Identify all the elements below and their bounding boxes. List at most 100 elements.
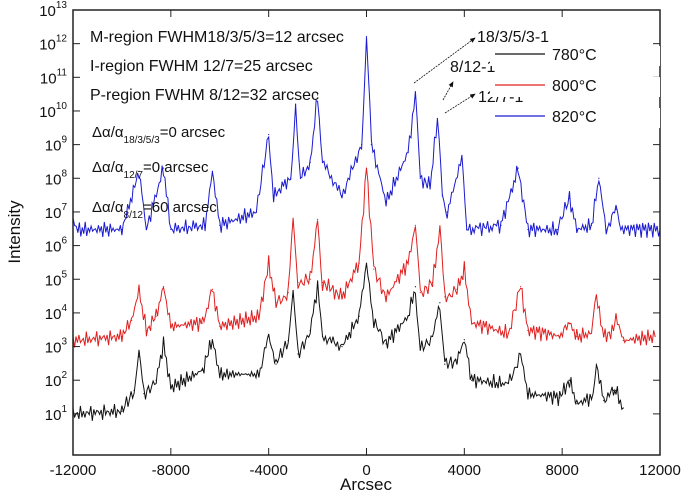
p-region-text: P-region FWHM 8/12=32 arcsec (90, 87, 319, 104)
data-point (341, 296, 343, 298)
data-point (170, 325, 172, 327)
y-tick-label: 105 (45, 269, 68, 289)
data-point (290, 177, 292, 179)
peak-label-18-3-5-3: 18/3/5/3-1 (477, 29, 549, 46)
data-point (568, 197, 571, 200)
data-point (358, 315, 360, 317)
x-tick-label: 4000 (448, 462, 481, 479)
data-point (299, 177, 302, 179)
series-line-820 (72, 36, 661, 238)
x-tick-label: 12000 (639, 462, 681, 479)
data-point (162, 343, 165, 345)
y-tick-label: 109 (45, 135, 68, 155)
data-point (365, 36, 368, 38)
data-point (321, 335, 324, 338)
data-point (444, 363, 446, 365)
data-point (620, 228, 622, 231)
data-point (272, 195, 275, 197)
data-point (519, 353, 522, 355)
delta-1: Δα/α18/3/5/3=0 arcsec (92, 124, 226, 146)
data-point (138, 288, 140, 290)
y-tick-label: 108 (45, 168, 68, 188)
y-tick-label: 101 (45, 404, 68, 424)
data-point (385, 296, 387, 298)
data-point (162, 167, 165, 169)
data-point (605, 228, 607, 231)
data-point (202, 322, 204, 324)
legend-label: 780°C (552, 47, 597, 64)
data-point (590, 332, 593, 334)
data-point (559, 397, 561, 399)
data-point (463, 268, 465, 270)
data-point (316, 286, 319, 288)
data-point (456, 288, 458, 290)
data-point (219, 373, 221, 375)
data-point (466, 228, 468, 231)
data-point (568, 322, 571, 324)
data-point (143, 393, 145, 395)
data-point (121, 335, 123, 338)
data-point (202, 369, 204, 371)
data-point (444, 296, 446, 298)
y-tick-label: 104 (45, 303, 68, 323)
delta-3: Δα/α8/12=60 arcsec (92, 199, 217, 221)
data-point (654, 335, 656, 338)
x-tick-label: 8000 (545, 462, 578, 479)
arrow-18-3-5-3 (413, 37, 476, 84)
data-point (622, 407, 624, 409)
data-point (219, 325, 221, 327)
data-point (373, 268, 375, 270)
data-point (414, 96, 417, 99)
y-tick-label: 1011 (40, 67, 68, 87)
data-point (145, 228, 147, 231)
data-point (219, 224, 221, 226)
data-point (598, 177, 600, 179)
data-point (255, 211, 258, 213)
data-point (258, 373, 260, 375)
data-point (133, 389, 135, 391)
data-point (373, 322, 375, 324)
data-point (527, 393, 529, 395)
svg-text:Δα/α8/12=60 arcsec: Δα/α8/12=60 arcsec (92, 199, 217, 221)
data-point (439, 228, 441, 231)
data-point (170, 387, 172, 389)
data-point (297, 353, 299, 355)
data-point (590, 224, 593, 226)
data-point (268, 262, 270, 264)
y-tick-label: 103 (45, 337, 68, 357)
data-point (431, 281, 434, 284)
data-point (507, 332, 509, 334)
data-point (429, 185, 431, 187)
data-point (297, 281, 299, 284)
x-tick-label: -8000 (152, 462, 190, 479)
data-point (527, 228, 529, 231)
data-point (316, 218, 319, 221)
y-tick-label: 107 (45, 202, 68, 222)
svg-text:Δα/α18/3/5/3=0 arcsec: Δα/α18/3/5/3=0 arcsec (92, 124, 226, 146)
data-point (211, 170, 214, 173)
data-point (419, 349, 421, 351)
data-point (407, 151, 409, 153)
data-point (568, 379, 571, 381)
x-tick-label: -12000 (50, 462, 97, 479)
series-line-780 (72, 263, 624, 421)
data-point (258, 315, 260, 317)
m-region-text: M-region FWHM18/3/5/3=12 arcsec (90, 29, 344, 46)
data-point (170, 228, 172, 231)
legend: 780°C 800°C 820°C (490, 46, 660, 128)
data-point (414, 224, 417, 226)
data-point (471, 379, 473, 381)
data-point (436, 117, 439, 120)
data-point (595, 363, 598, 365)
data-point (603, 335, 605, 338)
arrow-8-12 (442, 81, 454, 101)
data-point (211, 288, 214, 290)
data-point (211, 339, 214, 341)
data-point (316, 94, 319, 96)
i-region-text: I-region FWHM 12/7=25 arcsec (90, 58, 313, 75)
data-point (309, 161, 311, 163)
data-point (407, 262, 409, 264)
x-tick-label: -4000 (249, 462, 287, 479)
data-point (559, 335, 561, 338)
